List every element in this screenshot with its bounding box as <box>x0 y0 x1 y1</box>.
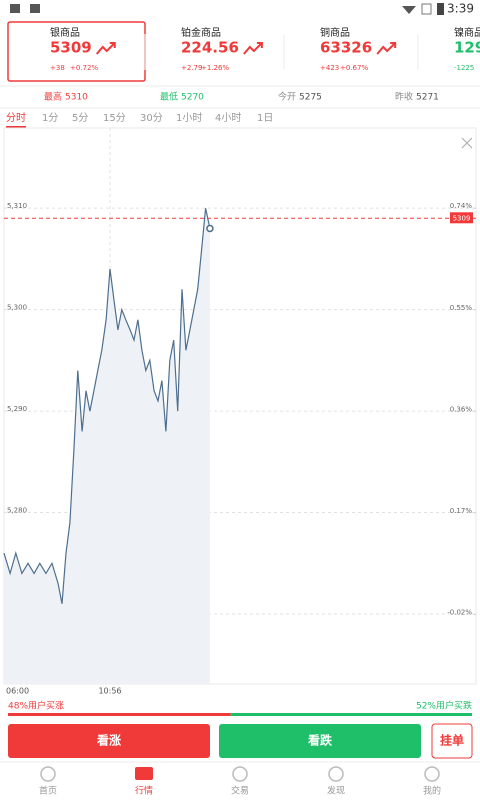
buy-down-button[interactable] <box>219 724 421 758</box>
y2-tick-label: -0.02% <box>447 609 472 617</box>
tab-underline <box>6 126 26 128</box>
nav-icon[interactable] <box>40 766 56 782</box>
timeframe-tab[interactable]: 15分 <box>103 112 126 124</box>
last-point <box>206 224 214 233</box>
ticker-name[interactable]: 银商品 <box>50 26 80 39</box>
nav-icon[interactable] <box>135 767 153 780</box>
last-price-label: 5309 <box>453 214 471 222</box>
y2-tick-label: 0.55% <box>450 304 473 312</box>
status-time: 3:39 <box>447 2 474 16</box>
signal-icon <box>421 3 432 15</box>
nav-label[interactable]: 交易 <box>231 785 249 797</box>
price-area <box>4 208 210 684</box>
ticker-change-pct: +0.72% <box>70 64 98 72</box>
x-tick-label: 10:56 <box>98 687 121 696</box>
y2-tick-label: 0.74% <box>450 202 473 210</box>
sentiment-up: 48%用户买涨 <box>8 700 64 712</box>
timeframe-tab[interactable]: 分时 <box>6 112 26 124</box>
timeframe-tab[interactable]: 30分 <box>140 112 163 124</box>
sentiment-bar-down <box>230 713 472 716</box>
chart-frame <box>3 127 477 685</box>
nav-label[interactable]: 首页 <box>39 785 57 797</box>
trend-icon <box>243 42 263 55</box>
buy-up-button[interactable] <box>8 724 210 758</box>
y-tick-label: 5,280 <box>7 507 27 515</box>
pending-order-label[interactable]: 挂单 <box>440 733 464 748</box>
ticker-price[interactable]: 63326 <box>320 39 372 57</box>
ticker-change: +2.79 <box>181 64 202 72</box>
nav-label[interactable]: 行情 <box>135 785 153 797</box>
y2-tick-label: 0.36% <box>450 405 473 413</box>
ticker-change: +38 <box>50 64 65 72</box>
ticker-change: +423 <box>320 64 339 72</box>
nav-icon[interactable] <box>424 766 440 782</box>
sentiment-bar-up <box>8 713 231 716</box>
x-tick-label: 06:00 <box>6 687 29 696</box>
ticker-change-pct: +1.26% <box>201 64 229 72</box>
trend-icon <box>376 42 397 55</box>
stat-value: 5271 <box>416 93 439 103</box>
buy-up-label[interactable]: 看涨 <box>97 733 121 748</box>
stat-value: 5310 <box>65 93 88 103</box>
price-line <box>3 208 211 604</box>
last-price-tag <box>450 212 473 224</box>
buy-down-label[interactable]: 看跌 <box>308 733 333 748</box>
ticker-name[interactable]: 镍商品 <box>454 26 480 39</box>
ticker-change-pct: +0.67% <box>340 64 368 72</box>
stat-value: 5270 <box>181 93 204 103</box>
nav-icon[interactable] <box>328 766 344 782</box>
y2-tick-label: 0.17% <box>450 507 473 515</box>
nav-icon[interactable] <box>232 766 248 782</box>
y-tick-label: 5,310 <box>7 202 27 210</box>
nav-label[interactable]: 我的 <box>423 785 441 797</box>
ticker-change: -1225 <box>454 64 474 72</box>
stat-value: 5275 <box>299 93 322 103</box>
trend-icon <box>95 42 116 55</box>
ticker-price[interactable]: 224.56 <box>181 39 239 57</box>
ticker-name[interactable]: 铂金商品 <box>181 26 221 39</box>
status-icon <box>10 4 20 13</box>
timeframe-tab[interactable]: 1小时 <box>176 112 202 124</box>
timeframe-tab[interactable]: 5分 <box>72 112 88 124</box>
timeframe-tab[interactable]: 1日 <box>257 113 273 124</box>
ticker-name[interactable]: 铜商品 <box>320 26 350 39</box>
status-icon <box>30 4 40 13</box>
stat-label: 今开 <box>278 91 296 103</box>
ticker-price[interactable]: 5309 <box>50 39 92 57</box>
stat-label: 昨收 <box>395 91 413 103</box>
wifi-icon <box>402 6 416 14</box>
ticker-price[interactable]: 129 <box>454 39 480 57</box>
sentiment-down: 52%用户买跌 <box>416 700 472 712</box>
battery-icon <box>437 3 444 15</box>
y-tick-label: 5,300 <box>7 304 27 312</box>
pending-order-button[interactable] <box>431 723 473 759</box>
y-tick-label: 5,290 <box>7 405 27 413</box>
timeframe-tab[interactable]: 4小时 <box>215 112 241 124</box>
expand-icon[interactable] <box>461 137 473 149</box>
nav-label[interactable]: 发现 <box>327 785 345 797</box>
stat-label: 最高 <box>44 91 62 103</box>
timeframe-tab[interactable]: 1分 <box>42 112 58 124</box>
stat-label: 最低 <box>160 91 178 103</box>
